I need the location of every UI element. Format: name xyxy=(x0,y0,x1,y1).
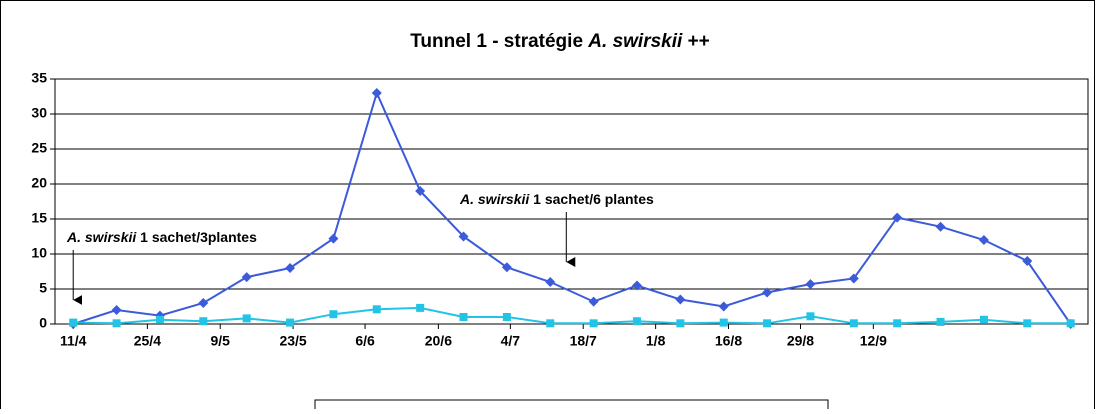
series-line xyxy=(73,306,1071,325)
point xyxy=(546,319,555,328)
point xyxy=(242,314,251,323)
y-tick-label: 15 xyxy=(31,210,47,226)
point xyxy=(631,280,642,291)
point xyxy=(935,221,946,232)
point xyxy=(676,319,685,328)
point xyxy=(893,319,902,328)
point xyxy=(979,315,988,324)
point xyxy=(892,212,903,223)
x-tick-label: 6/6 xyxy=(355,333,375,349)
point xyxy=(371,88,382,98)
point xyxy=(805,279,816,290)
point xyxy=(1022,256,1033,266)
point xyxy=(111,305,122,315)
x-tick-label: 11/4 xyxy=(60,333,87,349)
point xyxy=(502,313,511,321)
x-tick-label: 25/4 xyxy=(134,333,161,349)
x-tick-label: 4/7 xyxy=(501,333,521,349)
point xyxy=(501,262,512,273)
y-tick-label: 35 xyxy=(31,70,47,86)
x-tick-label: 16/8 xyxy=(715,333,742,349)
x-tick-label: 20/6 xyxy=(425,333,452,349)
y-tick-label: 10 xyxy=(31,245,47,261)
y-tick-label: 30 xyxy=(31,105,47,121)
annotation-italic: A. swirskii xyxy=(66,229,137,245)
y-tick-label: 5 xyxy=(39,280,47,296)
point xyxy=(1066,319,1075,328)
point xyxy=(588,296,599,307)
point xyxy=(415,186,426,196)
title-text: Tunnel 1 - stratégie xyxy=(410,31,588,52)
point xyxy=(978,235,989,245)
point xyxy=(632,317,641,326)
point xyxy=(1023,319,1032,328)
point xyxy=(328,233,339,244)
point xyxy=(849,319,858,328)
x-tick-label: 1/8 xyxy=(646,333,666,349)
point xyxy=(589,319,598,328)
point xyxy=(112,319,121,328)
point xyxy=(416,303,425,312)
point xyxy=(155,315,164,324)
point xyxy=(458,231,469,242)
point xyxy=(718,301,729,312)
title-italic: A. swirskii xyxy=(587,31,683,52)
plot-area xyxy=(54,78,1089,325)
point xyxy=(198,298,209,308)
y-tick-label: 20 xyxy=(31,175,47,191)
point xyxy=(545,277,556,287)
point xyxy=(848,273,859,284)
point xyxy=(372,305,381,314)
title-text: ++ xyxy=(682,31,709,52)
point xyxy=(762,287,773,298)
point xyxy=(199,317,208,326)
annotation-italic: A. swirskii xyxy=(459,191,530,207)
annotation: A. swirskii 1 sachet/3plantes xyxy=(66,229,257,245)
x-tick-label: 12/9 xyxy=(860,333,887,349)
point xyxy=(719,318,728,327)
series-line xyxy=(72,90,1072,325)
annotation: A. swirskii 1 sachet/6 plantes xyxy=(459,191,654,207)
x-tick-label: 29/8 xyxy=(787,333,814,349)
annotation-text: 1 sachet/3plantes xyxy=(136,229,257,245)
x-tick-label: 9/5 xyxy=(210,333,230,349)
annotation-text: 1 sachet/6 plantes xyxy=(529,191,654,207)
y-tick-label: 0 xyxy=(39,315,47,331)
point xyxy=(806,312,815,321)
point xyxy=(241,272,252,283)
point xyxy=(459,313,468,321)
point xyxy=(286,318,295,327)
point xyxy=(69,318,78,327)
point xyxy=(329,310,338,319)
x-tick-label: 18/7 xyxy=(570,333,597,349)
point xyxy=(285,263,296,273)
point xyxy=(675,294,686,305)
chart-title: Tunnel 1 - stratégie A. swirskii ++ xyxy=(410,31,710,52)
point xyxy=(763,319,772,328)
x-tick-label: 23/5 xyxy=(279,333,306,349)
point xyxy=(936,317,945,326)
y-tick-label: 25 xyxy=(31,140,47,156)
